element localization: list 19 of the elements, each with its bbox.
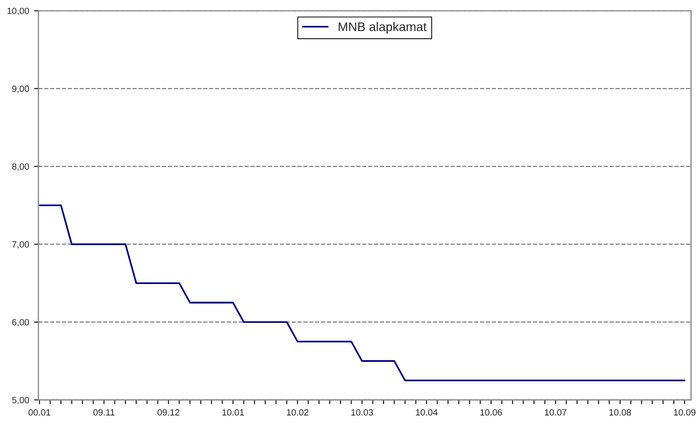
y-tick-label: 6,00 xyxy=(12,319,30,326)
y-tick-label: 8,00 xyxy=(12,163,30,171)
x-tick-label: 10.04 xyxy=(416,409,438,416)
line-series xyxy=(38,204,686,382)
x-tick-label: 10.06 xyxy=(480,409,502,416)
x-tick-label: 09.12 xyxy=(158,409,180,416)
y-tick-label: 7,00 xyxy=(12,241,30,249)
x-tick-label: 10.01 xyxy=(222,409,244,416)
x-tick-label: 10.07 xyxy=(544,409,566,416)
y-tick-label: 10,00 xyxy=(7,8,30,16)
legend-label: MNB alapkamat xyxy=(338,22,427,34)
y-tick-label: 9,00 xyxy=(12,86,30,94)
y-tick-label: 5,00 xyxy=(12,396,30,404)
x-tick-label: 10.08 xyxy=(609,409,631,416)
x-tick-label: 10.02 xyxy=(286,409,308,416)
x-tick-label: 10.09 xyxy=(674,409,696,416)
x-tick-label: 00.01 xyxy=(28,409,50,416)
x-tick-label: 10.03 xyxy=(351,409,373,416)
x-tick-label: 09.11 xyxy=(93,409,114,416)
